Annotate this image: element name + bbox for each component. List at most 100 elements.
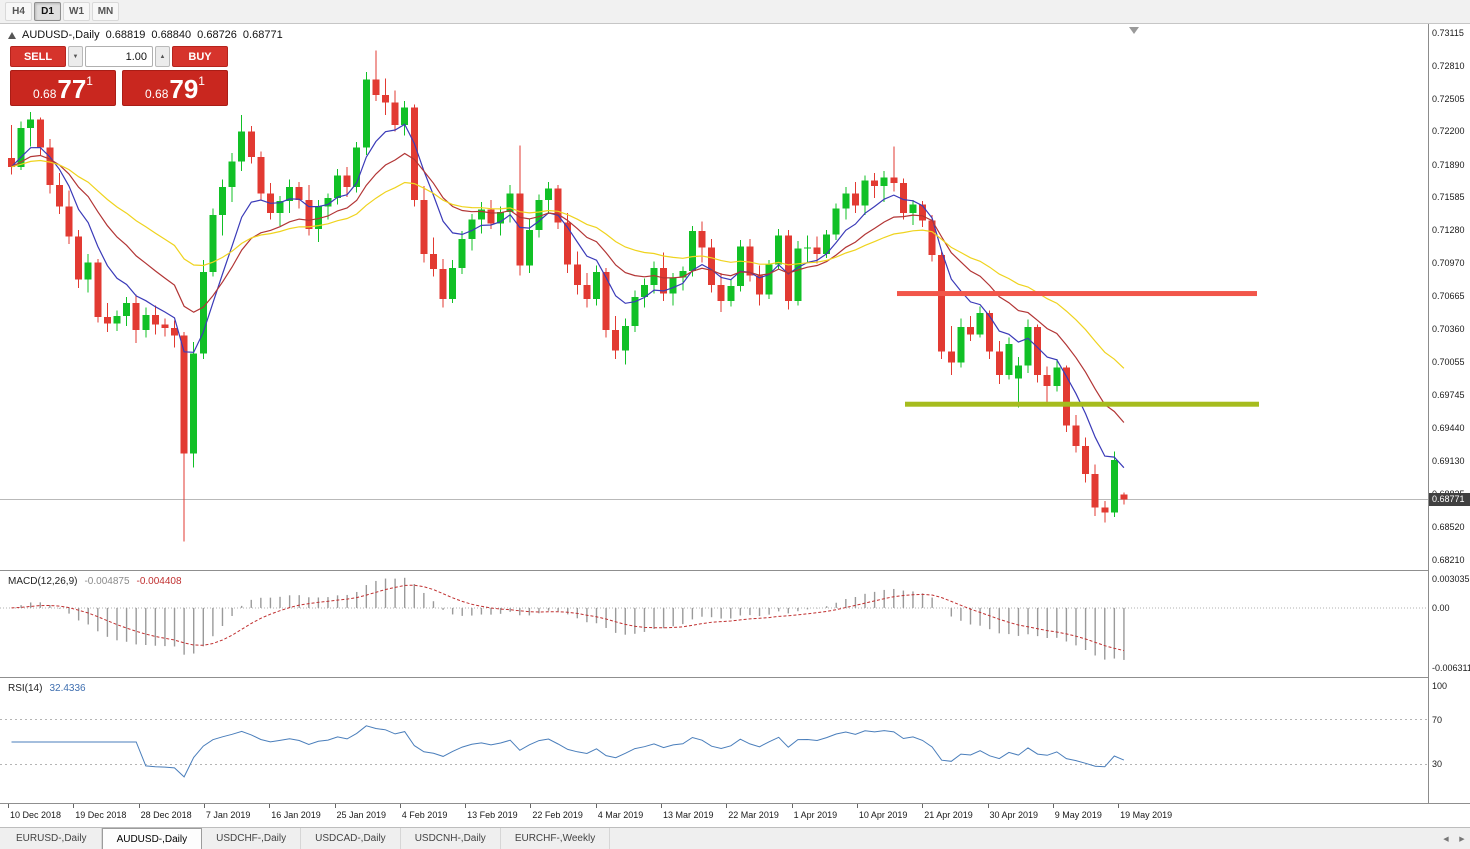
current-price-tag: 0.68771 — [1429, 492, 1470, 506]
time-axis-tick — [987, 804, 989, 808]
chart-tab-bar: EURUSD-,Daily AUDUSD-,Daily USDCHF-,Daily U… — [0, 827, 1470, 849]
tab-scroll-right-icon[interactable]: ▶ — [1459, 835, 1465, 843]
tab-scroll-left-icon[interactable]: ◀ — [1443, 835, 1449, 843]
buy-price-pipette: 1 — [198, 74, 205, 88]
date-label: 30 Apr 2019 — [989, 810, 1039, 820]
tab-eurusd-daily[interactable]: EURUSD-,Daily — [2, 828, 102, 849]
tab-audusd-daily[interactable]: AUDUSD-,Daily — [101, 828, 203, 849]
price-axis-label: 0.71280 — [1432, 225, 1465, 236]
high-value: 0.68840 — [151, 29, 192, 41]
macd-axis-label: -0.006311 — [1432, 663, 1470, 673]
candles — [8, 50, 1128, 542]
volume-down-button[interactable]: ▼ — [68, 46, 83, 67]
ma-mid-line — [11, 152, 1125, 423]
date-label: 4 Mar 2019 — [597, 810, 644, 820]
price-axis-label: 0.68210 — [1432, 555, 1465, 565]
timeframe-d1-button[interactable]: D1 — [34, 2, 61, 21]
macd-indicator-chart[interactable] — [0, 573, 1428, 676]
time-axis-tick — [269, 804, 271, 808]
rsi-axis-label: 100 — [1432, 681, 1448, 691]
date-label: 19 Dec 2018 — [75, 810, 127, 820]
panel-separator[interactable] — [0, 570, 1470, 571]
price-axis-label: 0.73115 — [1432, 28, 1464, 38]
buy-button[interactable]: BUY — [172, 46, 228, 67]
low-value: 0.68726 — [197, 29, 237, 41]
time-axis-tick — [856, 804, 858, 808]
macd-signal-value: -0.004408 — [136, 576, 182, 587]
buy-price-pips: 79 — [169, 74, 199, 104]
one-click-top-row: SELL ▼ 1.00 ▲ BUY — [10, 46, 228, 67]
price-axis-label: 0.69130 — [1432, 456, 1465, 467]
price-axis-label: 0.72200 — [1432, 126, 1465, 137]
rsi-indicator-chart[interactable] — [0, 680, 1428, 802]
date-label: 21 Apr 2019 — [924, 810, 973, 820]
time-axis-tick — [726, 804, 728, 808]
sell-price-pips: 77 — [57, 74, 87, 104]
rsi-line — [11, 725, 1125, 778]
time-axis-tick — [334, 804, 336, 808]
price-axis-label: 0.70360 — [1432, 324, 1465, 334]
rsi-axis-label: 30 — [1432, 759, 1443, 770]
close-value: 0.68771 — [242, 29, 283, 41]
rsi-header: RSI(14) 32.4336 — [8, 683, 86, 694]
price-axis-label: 0.71585 — [1432, 192, 1465, 203]
open-value: 0.68819 — [105, 29, 146, 41]
volume-up-button[interactable]: ▲ — [155, 46, 170, 67]
date-label: 13 Feb 2019 — [467, 810, 518, 820]
date-label: 28 Dec 2018 — [140, 810, 192, 820]
time-axis-tick — [1118, 804, 1120, 808]
date-label: 19 May 2019 — [1120, 810, 1173, 820]
date-label: 16 Jan 2019 — [271, 810, 321, 820]
timeframe-w1-button[interactable]: W1 — [63, 2, 90, 21]
date-label: 1 Apr 2019 — [793, 810, 838, 820]
rsi-axis-label: 70 — [1432, 714, 1443, 725]
support-line[interactable] — [905, 401, 1259, 407]
chart-icon — [8, 31, 16, 39]
one-click-trading-panel: SELL ▼ 1.00 ▲ BUY 0.68 77 1 0.68 79 1 — [10, 46, 228, 106]
tab-usdcad-daily[interactable]: USDCAD-,Daily — [301, 828, 401, 849]
buy-price-button[interactable]: 0.68 79 1 — [122, 70, 228, 106]
price-axis-label: 0.72810 — [1432, 60, 1465, 71]
price-axis-label: 0.69440 — [1432, 422, 1465, 433]
date-label: 13 Mar 2019 — [663, 810, 714, 820]
time-axis-tick — [595, 804, 597, 808]
time-axis-tick — [791, 804, 793, 808]
date-label: 25 Jan 2019 — [336, 810, 387, 820]
ma-slow-line — [11, 159, 1125, 369]
time-axis-tick — [203, 804, 205, 808]
macd-label: MACD(12,26,9) — [8, 576, 78, 587]
price-axis-label: 0.71890 — [1432, 159, 1465, 170]
time-axis-tick — [922, 804, 924, 808]
timeframe-mn-button[interactable]: MN — [92, 2, 119, 21]
time-axis-tick — [530, 804, 532, 808]
macd-histogram — [20, 577, 1125, 660]
volume-input[interactable]: 1.00 — [85, 46, 153, 67]
date-label: 7 Jan 2019 — [205, 810, 251, 820]
macd-axis-label: 0.003035 — [1432, 574, 1470, 584]
price-axis-label: 0.70970 — [1432, 258, 1465, 269]
candlestick-chart[interactable] — [0, 24, 1428, 570]
time-axis[interactable]: 10 Dec 2018 19 Dec 2018 28 Dec 2018 7 Jan 2… — [0, 804, 1428, 826]
date-label: 22 Feb 2019 — [532, 810, 583, 820]
timeframe-toolbar: H4 D1 W1 MN — [0, 0, 1470, 24]
date-label: 10 Dec 2018 — [10, 810, 62, 820]
time-axis-tick — [465, 804, 467, 808]
price-axis-label: 0.68520 — [1432, 521, 1465, 532]
panel-separator[interactable] — [0, 677, 1470, 678]
sell-price-base: 0.68 — [33, 87, 57, 101]
time-axis-tick — [73, 804, 75, 808]
sell-button[interactable]: SELL — [10, 46, 66, 67]
resistance-line[interactable] — [897, 291, 1257, 297]
chart-shift-marker-icon[interactable] — [1129, 27, 1139, 34]
one-click-price-row: 0.68 77 1 0.68 79 1 — [10, 70, 228, 106]
timeframe-h4-button[interactable]: H4 — [5, 2, 32, 21]
time-axis-tick — [138, 804, 140, 808]
tab-usdchf-daily[interactable]: USDCHF-,Daily — [202, 828, 302, 849]
tab-eurchf-weekly[interactable]: EURCHF-,Weekly — [501, 828, 611, 849]
sell-price-pipette: 1 — [86, 74, 93, 88]
tab-usdcnh-daily[interactable]: USDCNH-,Daily — [401, 828, 501, 849]
sell-price-button[interactable]: 0.68 77 1 — [10, 70, 116, 106]
price-axis[interactable]: 0.73115 0.72810 0.72505 0.72200 0.71890 0.715… — [1428, 24, 1470, 803]
symbol-label: AUDUSD-,Daily — [22, 29, 100, 41]
macd-header: MACD(12,26,9) -0.004875 -0.004408 — [8, 576, 182, 587]
